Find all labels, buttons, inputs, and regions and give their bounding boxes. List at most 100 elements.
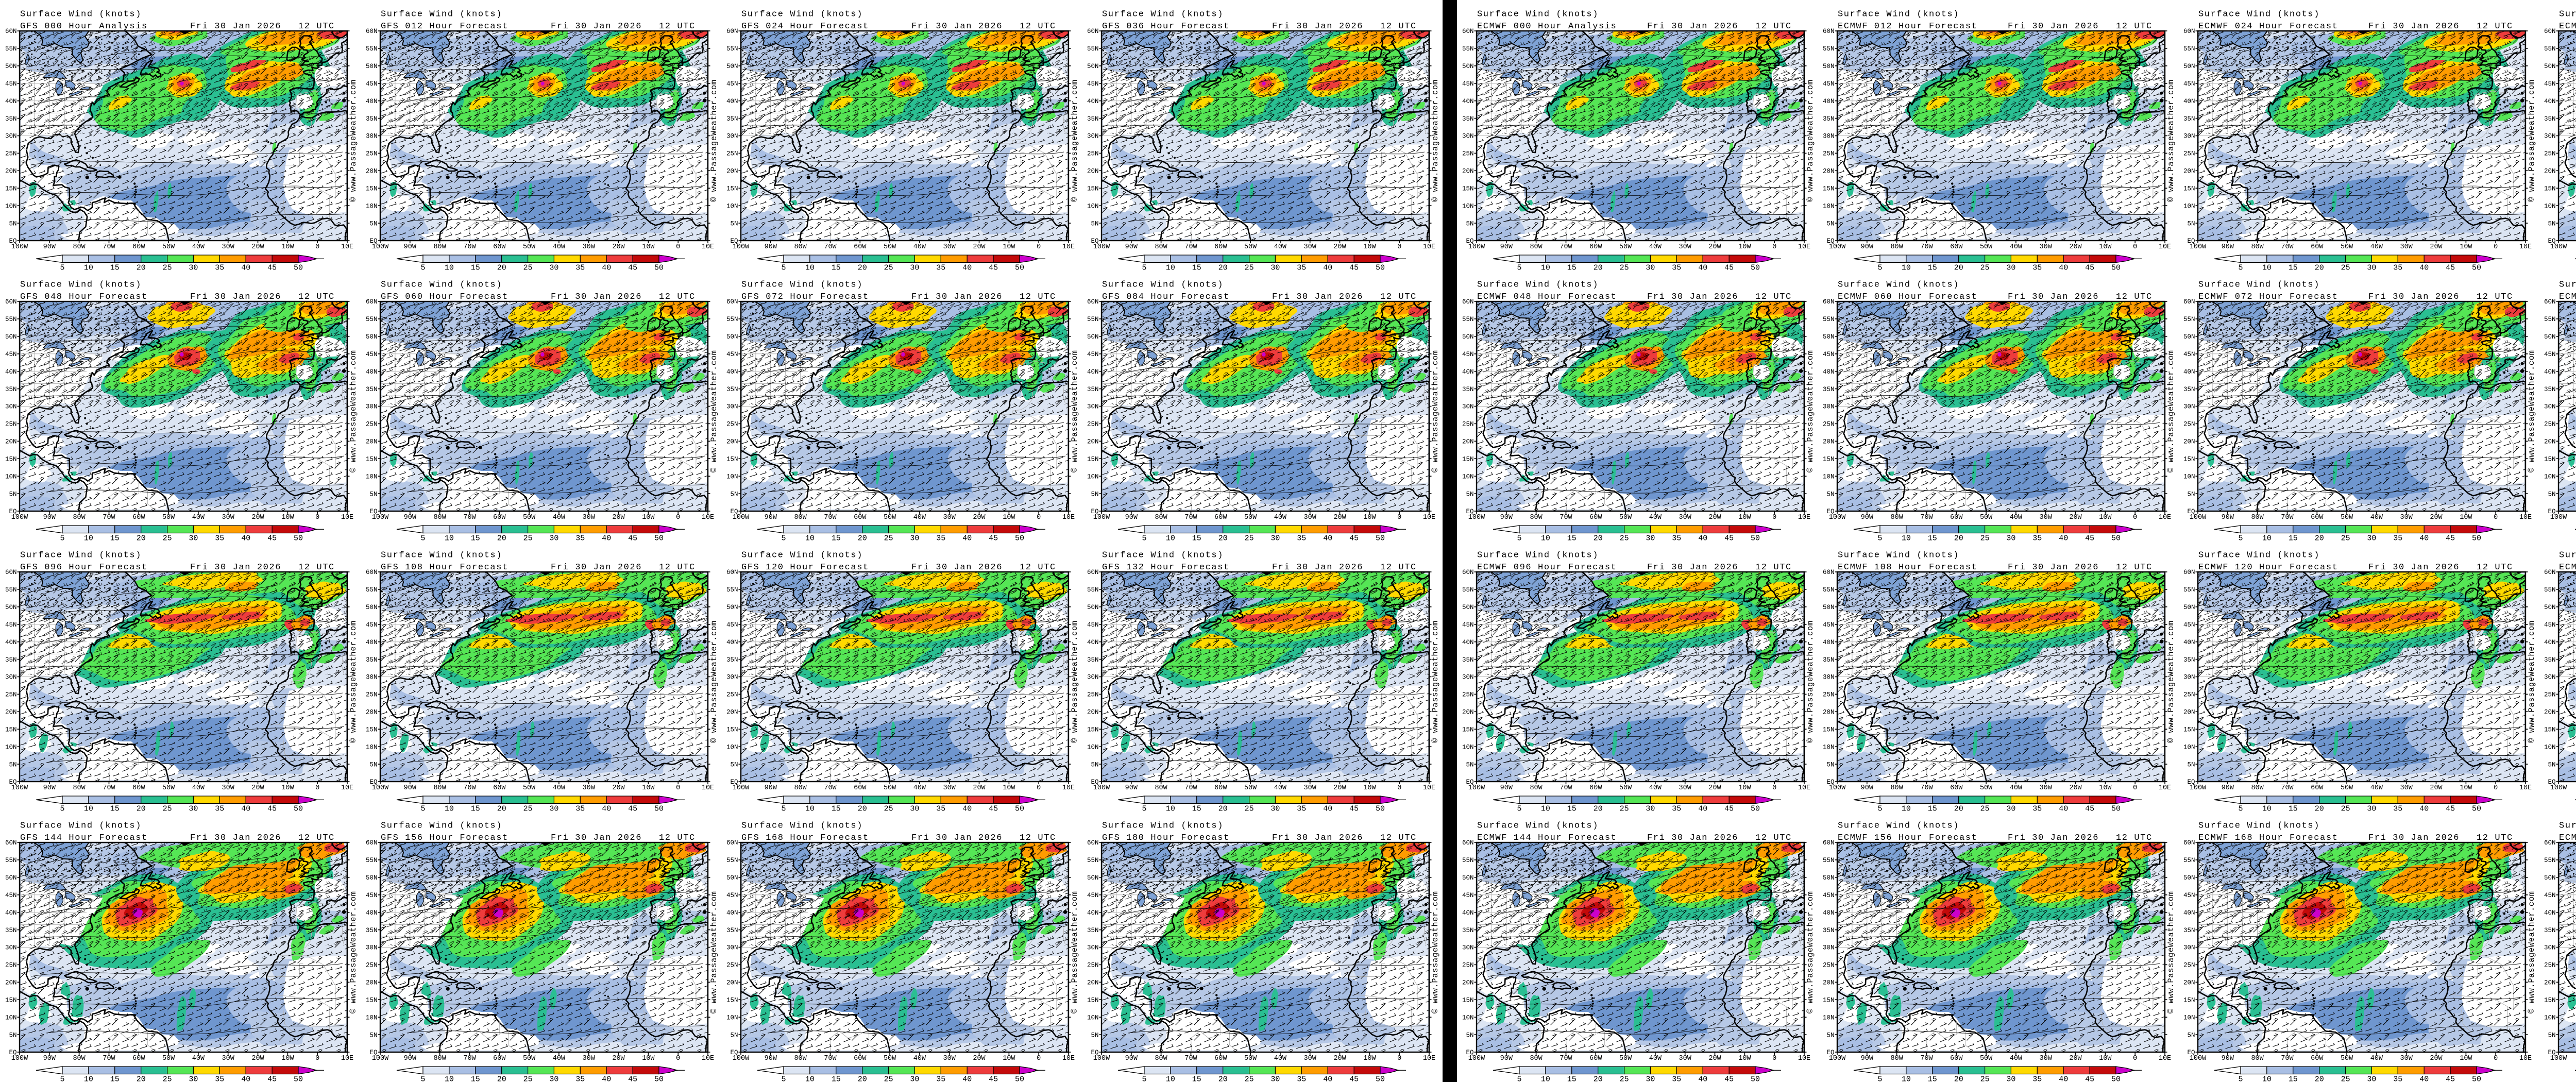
svg-text:GFS 072 Hour Forecast: GFS 072 Hour Forecast [741, 292, 869, 302]
svg-text:GFS 012 Hour Forecast: GFS 012 Hour Forecast [381, 22, 509, 31]
svg-text:12 UTC: 12 UTC [659, 833, 696, 843]
svg-text:12 UTC: 12 UTC [2477, 563, 2513, 572]
svg-text:Fri 30 Jan 2026: Fri 30 Jan 2026 [551, 22, 642, 31]
svg-text:12 UTC: 12 UTC [298, 563, 335, 572]
svg-text:12 UTC: 12 UTC [1020, 292, 1056, 302]
svg-text:Surface Wind (knots): Surface Wind (knots) [2198, 10, 2320, 20]
svg-text:Surface Wind (knots): Surface Wind (knots) [1477, 280, 1599, 290]
svg-text:Surface Wind (knots): Surface Wind (knots) [2198, 551, 2320, 561]
svg-text:ECMWF 108 Hour Forecast: ECMWF 108 Hour Forecast [1838, 563, 1977, 572]
svg-text:12 UTC: 12 UTC [659, 22, 696, 31]
svg-text:GFS 156 Hour Forecast: GFS 156 Hour Forecast [381, 833, 509, 843]
svg-text:12 UTC: 12 UTC [298, 292, 335, 302]
svg-text:Surface Wind (knots): Surface Wind (knots) [20, 821, 142, 831]
svg-text:Surface Wind (knots): Surface Wind (knots) [1477, 551, 1599, 561]
svg-text:Fri 30 Jan 2026: Fri 30 Jan 2026 [2368, 563, 2460, 572]
svg-text:GFS 144 Hour Forecast: GFS 144 Hour Forecast [20, 833, 148, 843]
svg-text:GFS 168 Hour Forecast: GFS 168 Hour Forecast [741, 833, 869, 843]
svg-text:Fri 30 Jan 2026: Fri 30 Jan 2026 [1647, 833, 1738, 843]
svg-text:Fri 30 Jan 2026: Fri 30 Jan 2026 [1272, 22, 1363, 31]
svg-text:12 UTC: 12 UTC [2477, 833, 2513, 843]
svg-text:Surface Wind (knots): Surface Wind (knots) [741, 10, 863, 20]
svg-text:12 UTC: 12 UTC [2116, 563, 2153, 572]
svg-text:Surface Wind (knots): Surface Wind (knots) [381, 280, 502, 290]
svg-text:Fri 30 Jan 2026: Fri 30 Jan 2026 [1272, 292, 1363, 302]
svg-text:GFS 060 Hour Forecast: GFS 060 Hour Forecast [381, 292, 509, 302]
svg-text:GFS 132 Hour Forecast: GFS 132 Hour Forecast [1102, 563, 1230, 572]
svg-text:Surface Wind (knots): Surface Wind (knots) [20, 280, 142, 290]
svg-text:Surface Wind (knots): Surface Wind (knots) [741, 551, 863, 561]
svg-text:ECMWF 168 Hour Forecast: ECMWF 168 Hour Forecast [2198, 833, 2338, 843]
svg-text:Fri 30 Jan 2026: Fri 30 Jan 2026 [2368, 292, 2460, 302]
svg-text:Surface Wind (knots): Surface Wind (knots) [1102, 10, 1224, 20]
svg-text:Surface Wind (knots): Surface Wind (knots) [1102, 280, 1224, 290]
svg-text:Surface Wind (knots): Surface Wind (knots) [1838, 821, 1959, 831]
svg-text:ECMWF 180 Hour Forecast: ECMWF 180 Hour Forecast [2559, 833, 2576, 843]
svg-text:Fri 30 Jan 2026: Fri 30 Jan 2026 [1647, 563, 1738, 572]
svg-text:Fri 30 Jan 2026: Fri 30 Jan 2026 [551, 563, 642, 572]
svg-text:12 UTC: 12 UTC [298, 833, 335, 843]
svg-text:GFS 108 Hour Forecast: GFS 108 Hour Forecast [381, 563, 509, 572]
svg-text:12 UTC: 12 UTC [659, 292, 696, 302]
svg-text:12 UTC: 12 UTC [1755, 22, 1792, 31]
svg-text:Fri 30 Jan 2026: Fri 30 Jan 2026 [2368, 22, 2460, 31]
svg-text:GFS 036 Hour Forecast: GFS 036 Hour Forecast [1102, 22, 1230, 31]
svg-text:Fri 30 Jan 2026: Fri 30 Jan 2026 [911, 563, 1003, 572]
svg-text:12 UTC: 12 UTC [1755, 563, 1792, 572]
svg-text:GFS 096 Hour Forecast: GFS 096 Hour Forecast [20, 563, 148, 572]
svg-text:12 UTC: 12 UTC [2477, 22, 2513, 31]
svg-text:Fri 30 Jan 2026: Fri 30 Jan 2026 [551, 833, 642, 843]
svg-text:12 UTC: 12 UTC [1020, 833, 1056, 843]
svg-text:12 UTC: 12 UTC [298, 22, 335, 31]
svg-text:Surface Wind (knots): Surface Wind (knots) [381, 10, 502, 20]
svg-text:12 UTC: 12 UTC [2116, 833, 2153, 843]
svg-text:Fri 30 Jan 2026: Fri 30 Jan 2026 [190, 22, 281, 31]
svg-text:GFS 180 Hour Forecast: GFS 180 Hour Forecast [1102, 833, 1230, 843]
svg-text:Fri 30 Jan 2026: Fri 30 Jan 2026 [190, 563, 281, 572]
svg-text:Surface Wind (knots): Surface Wind (knots) [1477, 821, 1599, 831]
svg-text:Surface Wind (knots): Surface Wind (knots) [20, 10, 142, 20]
svg-text:Surface Wind (knots): Surface Wind (knots) [2559, 10, 2576, 20]
svg-text:ECMWF 120 Hour Forecast: ECMWF 120 Hour Forecast [2198, 563, 2338, 572]
svg-text:12 UTC: 12 UTC [1020, 563, 1056, 572]
svg-text:Surface Wind (knots): Surface Wind (knots) [2559, 551, 2576, 561]
svg-text:ECMWF 072 Hour Forecast: ECMWF 072 Hour Forecast [2198, 292, 2338, 302]
svg-text:12 UTC: 12 UTC [1755, 833, 1792, 843]
svg-text:12 UTC: 12 UTC [1755, 292, 1792, 302]
svg-text:Surface Wind (knots): Surface Wind (knots) [381, 821, 502, 831]
svg-text:GFS 024 Hour Forecast: GFS 024 Hour Forecast [741, 22, 869, 31]
svg-text:ECMWF 048 Hour Forecast: ECMWF 048 Hour Forecast [1477, 292, 1617, 302]
svg-text:12 UTC: 12 UTC [1380, 292, 1417, 302]
svg-text:Surface Wind (knots): Surface Wind (knots) [20, 551, 142, 561]
svg-text:Fri 30 Jan 2026: Fri 30 Jan 2026 [911, 833, 1003, 843]
svg-text:12 UTC: 12 UTC [1020, 22, 1056, 31]
svg-text:12 UTC: 12 UTC [1380, 563, 1417, 572]
svg-text:ECMWF 000 Hour Analysis: ECMWF 000 Hour Analysis [1477, 22, 1617, 31]
svg-text:Fri 30 Jan 2026: Fri 30 Jan 2026 [2368, 833, 2460, 843]
svg-text:Fri 30 Jan 2026: Fri 30 Jan 2026 [1647, 292, 1738, 302]
svg-text:Surface Wind (knots): Surface Wind (knots) [1838, 10, 1959, 20]
svg-text:Surface Wind (knots): Surface Wind (knots) [1102, 551, 1224, 561]
svg-text:Surface Wind (knots): Surface Wind (knots) [741, 280, 863, 290]
svg-text:12 UTC: 12 UTC [1380, 22, 1417, 31]
svg-text:Surface Wind (knots): Surface Wind (knots) [2198, 821, 2320, 831]
svg-text:Surface Wind (knots): Surface Wind (knots) [381, 551, 502, 561]
svg-text:Fri 30 Jan 2026: Fri 30 Jan 2026 [190, 833, 281, 843]
svg-text:Surface Wind (knots): Surface Wind (knots) [1838, 551, 1959, 561]
svg-text:Surface Wind (knots): Surface Wind (knots) [2198, 280, 2320, 290]
svg-text:ECMWF 060 Hour Forecast: ECMWF 060 Hour Forecast [1838, 292, 1977, 302]
svg-text:GFS 120 Hour Forecast: GFS 120 Hour Forecast [741, 563, 869, 572]
svg-text:GFS 000 Hour Analysis: GFS 000 Hour Analysis [20, 22, 148, 31]
svg-text:Fri 30 Jan 2026: Fri 30 Jan 2026 [1647, 22, 1738, 31]
svg-text:Surface Wind (knots): Surface Wind (knots) [2559, 821, 2576, 831]
svg-text:ECMWF 096 Hour Forecast: ECMWF 096 Hour Forecast [1477, 563, 1617, 572]
svg-text:Fri 30 Jan 2026: Fri 30 Jan 2026 [911, 22, 1003, 31]
svg-text:12 UTC: 12 UTC [1380, 833, 1417, 843]
svg-text:Fri 30 Jan 2026: Fri 30 Jan 2026 [2008, 563, 2099, 572]
svg-text:12 UTC: 12 UTC [2116, 292, 2153, 302]
svg-text:Surface Wind (knots): Surface Wind (knots) [1102, 821, 1224, 831]
svg-text:Surface Wind (knots): Surface Wind (knots) [1838, 280, 1959, 290]
svg-text:Surface Wind (knots): Surface Wind (knots) [2559, 280, 2576, 290]
svg-text:ECMWF 084 Hour Forecast: ECMWF 084 Hour Forecast [2559, 292, 2576, 302]
svg-text:ECMWF 132 Hour Forecast: ECMWF 132 Hour Forecast [2559, 563, 2576, 572]
